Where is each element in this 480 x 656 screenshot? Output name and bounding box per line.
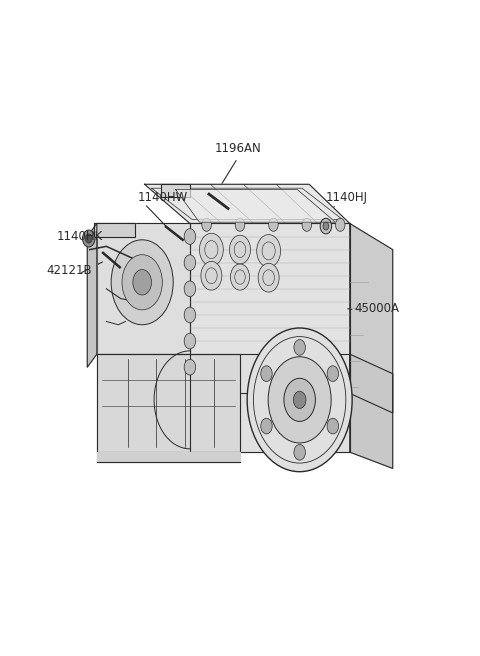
Circle shape [293, 391, 306, 409]
Text: 1196AN: 1196AN [214, 142, 261, 155]
Polygon shape [190, 354, 350, 452]
Polygon shape [190, 224, 350, 394]
Circle shape [202, 218, 211, 232]
Circle shape [184, 229, 196, 245]
Circle shape [269, 218, 278, 232]
Text: 1140HW: 1140HW [137, 191, 188, 204]
Circle shape [184, 307, 196, 323]
Polygon shape [350, 354, 393, 468]
Circle shape [201, 261, 222, 290]
Circle shape [261, 419, 272, 434]
Polygon shape [97, 354, 240, 452]
Text: 1140HJ: 1140HJ [326, 191, 368, 204]
Circle shape [184, 255, 196, 270]
Polygon shape [176, 190, 336, 222]
Circle shape [268, 357, 331, 443]
Text: 42121B: 42121B [47, 264, 92, 277]
Circle shape [184, 281, 196, 297]
Circle shape [184, 359, 196, 375]
Circle shape [302, 218, 312, 232]
Circle shape [235, 218, 245, 232]
Circle shape [323, 222, 329, 230]
Circle shape [199, 234, 223, 266]
Polygon shape [97, 224, 190, 354]
Circle shape [284, 379, 315, 421]
Circle shape [122, 255, 162, 310]
Text: 1140HK: 1140HK [56, 230, 103, 243]
Circle shape [133, 270, 152, 295]
Polygon shape [144, 184, 350, 224]
Circle shape [83, 230, 95, 247]
Circle shape [229, 236, 251, 264]
Circle shape [261, 366, 272, 382]
Circle shape [230, 264, 250, 290]
Polygon shape [161, 184, 190, 197]
Polygon shape [87, 224, 97, 367]
Circle shape [294, 445, 305, 460]
Circle shape [336, 218, 345, 232]
Circle shape [294, 340, 305, 356]
Circle shape [258, 263, 279, 292]
Circle shape [184, 333, 196, 349]
Circle shape [247, 328, 352, 472]
Polygon shape [95, 224, 135, 237]
Circle shape [257, 235, 281, 267]
Polygon shape [350, 224, 393, 413]
Circle shape [85, 234, 92, 243]
Circle shape [320, 218, 332, 234]
Circle shape [327, 366, 338, 382]
Circle shape [111, 240, 173, 325]
Text: 45000A: 45000A [355, 302, 399, 315]
Circle shape [327, 419, 338, 434]
